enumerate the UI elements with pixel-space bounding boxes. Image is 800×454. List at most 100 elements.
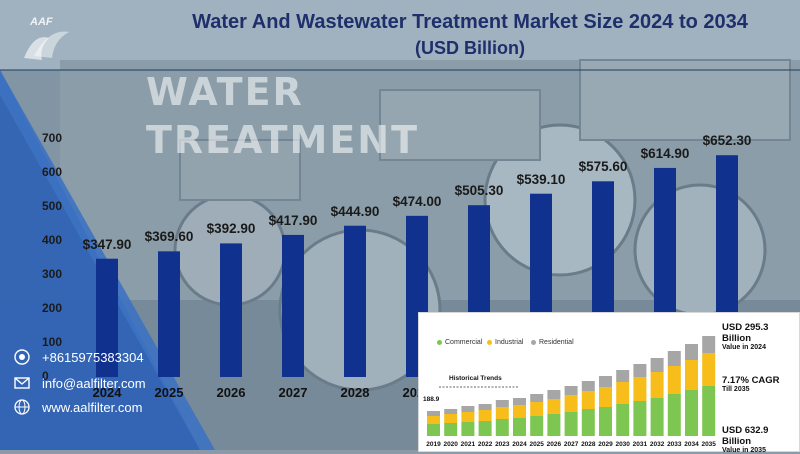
legend-swatch-commercial	[437, 339, 442, 345]
stat-cagr-value: 7.17% CAGR	[722, 375, 780, 386]
y-tick-label: 400	[42, 233, 63, 247]
contact-phone[interactable]: +8615975383304	[42, 350, 144, 365]
inset-x-tick-2024: 2024	[512, 441, 527, 448]
inset-bar-industrial-2021	[461, 412, 475, 422]
inset-x-tick-2023: 2023	[495, 441, 510, 448]
inset-bar-residential-2027	[564, 386, 578, 395]
inset-bar-residential-2033	[667, 351, 681, 366]
legend-swatch-industrial	[487, 339, 492, 345]
whatsapp-icon	[14, 349, 30, 365]
inset-bar-residential-2020	[444, 409, 458, 414]
inset-bar-commercial-2019	[427, 424, 440, 436]
inset-bar-residential-2026	[547, 390, 561, 399]
y-tick-label: 300	[42, 267, 63, 281]
inset-bar-residential-2023	[495, 400, 509, 407]
inset-bar-commercial-2029	[599, 407, 612, 436]
contact-website[interactable]: www.aalfilter.com	[42, 400, 143, 415]
inset-bar-residential-2019	[427, 411, 440, 416]
y-tick-label: 0	[42, 369, 49, 383]
inset-bar-commercial-2023	[495, 419, 509, 436]
bar-2025	[158, 251, 180, 377]
inset-bar-industrial-2020	[444, 414, 458, 423]
inset-bar-residential-2024	[513, 398, 526, 405]
inset-market-chart: Commercial Industrial Residential Histor…	[418, 312, 800, 454]
inset-bar-commercial-2035	[702, 386, 716, 436]
inset-x-tick-2029: 2029	[598, 441, 613, 448]
data-label-2026: $392.90	[206, 221, 256, 237]
y-tick-label: 600	[42, 165, 63, 179]
stat-cagr: 7.17% CAGR Till 2035	[722, 375, 780, 393]
data-label-2028: $444.90	[330, 203, 380, 219]
y-tick-label: 100	[42, 335, 63, 349]
inset-x-tick-2030: 2030	[615, 441, 630, 448]
globe-icon	[14, 399, 30, 415]
logo-text: AAF	[30, 16, 53, 28]
y-tick-label: 500	[42, 199, 63, 213]
inset-bar-industrial-2030	[616, 382, 630, 404]
inset-bar-industrial-2024	[513, 405, 526, 418]
inset-x-tick-2033: 2033	[667, 441, 682, 448]
inset-bar-industrial-2031	[633, 377, 647, 401]
bar-2024	[96, 258, 118, 377]
inset-bar-residential-2030	[616, 370, 630, 382]
inset-stacked-bars	[427, 336, 716, 436]
inset-bar-residential-2031	[633, 364, 647, 377]
inset-bar-commercial-2034	[685, 390, 698, 436]
x-tick-label-2025: 2025	[154, 385, 184, 400]
inset-bar-industrial-2022	[478, 410, 492, 421]
x-tick-label-2024: 2024	[92, 385, 122, 400]
inset-bar-residential-2035	[702, 336, 716, 353]
inset-bar-industrial-2029	[599, 387, 612, 407]
stat-2024: USD 295.3 Billion Value in 2024	[722, 322, 799, 351]
data-label-2027: $417.90	[268, 212, 318, 228]
inset-bar-industrial-2033	[667, 366, 681, 394]
inset-bar-industrial-2032	[650, 372, 664, 398]
inset-x-tick-2022: 2022	[477, 441, 493, 448]
inset-bar-residential-2022	[478, 404, 492, 410]
inset-bar-industrial-2028	[581, 391, 595, 409]
inset-bar-industrial-2034	[685, 360, 698, 390]
inset-bar-commercial-2027	[564, 412, 578, 436]
inset-bar-commercial-2031	[633, 401, 647, 436]
data-label-2025: $369.60	[144, 229, 194, 245]
data-label-2030: $505.30	[454, 183, 504, 199]
inset-bar-residential-2034	[685, 344, 698, 360]
inset-x-tick-2027: 2027	[563, 441, 579, 448]
stat-2035-note: Value in 2035	[722, 447, 766, 454]
stat-2024-note: Value in 2024	[722, 344, 766, 351]
inset-x-tick-2025: 2025	[529, 441, 544, 448]
inset-bar-commercial-2021	[461, 422, 475, 436]
x-tick-label-2027: 2027	[278, 385, 308, 400]
historical-trends-label: Historical Trends	[449, 375, 502, 382]
inset-x-tick-2032: 2032	[649, 441, 665, 448]
legend-item-residential: Residential	[531, 339, 574, 346]
inset-bar-commercial-2030	[616, 404, 630, 436]
inset-bar-commercial-2024	[513, 418, 526, 436]
stat-2024-value: USD 295.3 Billion	[722, 322, 769, 344]
y-tick-label: 200	[42, 301, 63, 315]
bar-2027	[282, 234, 304, 377]
legend-swatch-residential	[531, 339, 536, 345]
inset-bar-industrial-2035	[702, 353, 716, 386]
legend-label-industrial: Industrial	[495, 339, 524, 346]
inset-bar-commercial-2033	[667, 394, 681, 436]
data-label-2034: $652.30	[702, 133, 752, 149]
inset-bar-industrial-2025	[530, 402, 544, 416]
legend-item-commercial: Commercial	[437, 339, 482, 346]
inset-bar-industrial-2026	[547, 399, 561, 414]
inset-x-tick-2034: 2034	[684, 441, 699, 448]
x-tick-label-2026: 2026	[216, 385, 246, 400]
legend-label-residential: Residential	[539, 339, 574, 346]
contact-email[interactable]: info@aalfilter.com	[42, 376, 146, 391]
inset-bar-residential-2025	[530, 394, 544, 402]
company-logo	[24, 31, 69, 60]
mail-icon	[14, 377, 30, 389]
inset-bar-residential-2032	[650, 358, 664, 372]
start-value-label: 188.9	[423, 396, 440, 403]
inset-bar-commercial-2032	[650, 398, 664, 436]
inset-x-tick-2020: 2020	[443, 441, 458, 448]
inset-bar-industrial-2027	[564, 395, 578, 412]
inset-bar-industrial-2019	[427, 416, 440, 424]
inset-bar-industrial-2023	[495, 407, 509, 419]
y-tick-label: 700	[42, 131, 63, 145]
